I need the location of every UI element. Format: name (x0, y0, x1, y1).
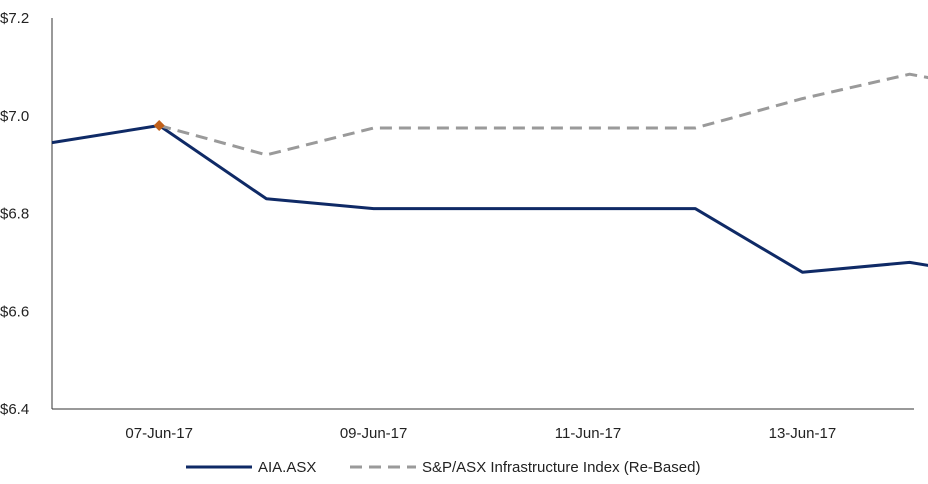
y-tick-label-0: $6.4 (0, 401, 29, 418)
series-lines (51, 72, 928, 274)
data-point-marker (153, 120, 165, 132)
legend-label-0: AIA.ASX (258, 459, 316, 476)
series-line-0 (51, 124, 928, 274)
y-tick-label-2: $6.8 (0, 206, 29, 223)
x-tick-label-2: 11-Jun-17 (555, 425, 621, 442)
y-axis: $6.4 $6.6 $6.8 $7.0 $7.2 (0, 10, 53, 418)
legend: AIA.ASX S&P/ASX Infrastructure Index (Re-… (186, 459, 700, 476)
data-markers (153, 120, 165, 132)
x-tick-label-1: 09-Jun-17 (340, 425, 408, 442)
y-tick-label-3: $7.0 (0, 108, 29, 125)
x-axis: 07-Jun-17 09-Jun-17 11-Jun-17 13-Jun-17 (52, 408, 914, 442)
x-tick-label-0: 07-Jun-17 (125, 425, 193, 442)
y-tick-label-1: $6.6 (0, 303, 29, 320)
x-tick-label-3: 13-Jun-17 (769, 425, 837, 442)
y-tick-label-4: $7.2 (0, 10, 29, 27)
series-line-1 (158, 72, 928, 157)
legend-label-1: S&P/ASX Infrastructure Index (Re-Based) (422, 459, 700, 476)
